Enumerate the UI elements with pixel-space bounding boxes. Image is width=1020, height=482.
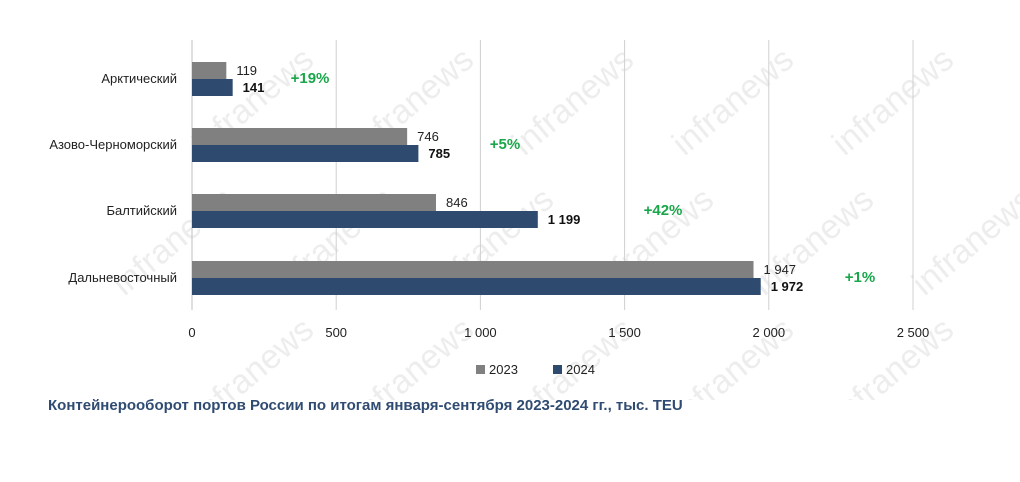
change-label: +42% — [644, 202, 683, 219]
watermark-text: infranews — [665, 310, 801, 400]
watermark-text: infranews — [345, 310, 481, 400]
watermark-text: infranews — [665, 40, 801, 163]
category-label: Арктический — [101, 71, 177, 86]
watermark-text: infranews — [185, 310, 321, 400]
x-tick-label: 2 500 — [897, 325, 930, 340]
legend-label-2023: 2023 — [489, 362, 518, 377]
watermark-text: infranews — [825, 310, 961, 400]
grid-lines: 0 500 1 000 1 500 2 000 2 500 — [188, 40, 929, 340]
data-label-2024: 1 972 — [771, 279, 804, 294]
x-tick-label: 1 500 — [608, 325, 641, 340]
data-label-2024: 141 — [243, 80, 265, 95]
bar-2023 — [192, 62, 227, 79]
category-label: Азово-Черноморский — [49, 137, 177, 152]
watermark-text: infranews — [505, 40, 641, 163]
bars — [192, 62, 761, 295]
bar-2024 — [192, 278, 761, 295]
bar-2023 — [192, 194, 436, 211]
bar-2023 — [192, 128, 408, 145]
bar-2023 — [192, 261, 754, 278]
labels: Арктический 119 141 +19% Азово-Черноморский 7… — [49, 63, 875, 294]
watermark-text: infranews — [505, 310, 641, 400]
watermark-text: infranews — [825, 40, 961, 163]
legend-swatch-2024 — [553, 365, 562, 374]
category-label: Дальневосточный — [68, 270, 177, 285]
bar-2024 — [192, 211, 538, 228]
data-label-2023: 1 947 — [764, 262, 797, 277]
bar-2024 — [192, 79, 233, 96]
legend: 2023 2024 — [476, 362, 595, 377]
x-tick-label: 500 — [325, 325, 347, 340]
data-label-2023: 119 — [236, 63, 257, 78]
legend-swatch-2023 — [476, 365, 485, 374]
change-label: +5% — [490, 136, 520, 153]
x-tick-label: 1 000 — [464, 325, 497, 340]
change-label: +19% — [291, 70, 330, 87]
data-label-2024: 1 199 — [548, 212, 581, 227]
change-label: +1% — [845, 269, 875, 286]
x-tick-label: 2 000 — [753, 325, 786, 340]
bar-2024 — [192, 145, 419, 162]
data-label-2024: 785 — [428, 146, 450, 161]
x-tick-label: 0 — [188, 325, 195, 340]
chart-caption: Контейнерооборот портов России по итогам… — [48, 397, 683, 414]
watermark-text: infranews — [905, 180, 1020, 303]
category-label: Балтийский — [106, 203, 177, 218]
legend-label-2024: 2024 — [566, 362, 595, 377]
data-label-2023: 846 — [446, 195, 468, 210]
data-label-2023: 746 — [417, 129, 439, 144]
bar-chart: infranews infranews infranews infranews infr… — [49, 40, 1020, 400]
